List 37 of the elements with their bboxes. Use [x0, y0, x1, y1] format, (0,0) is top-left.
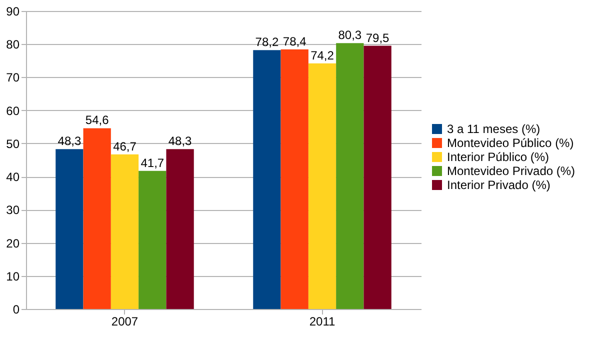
data-label: 74,2: [310, 48, 334, 62]
y-tick-label: 50: [6, 136, 20, 151]
data-label: 41,7: [140, 156, 164, 170]
bar: [308, 63, 336, 309]
y-tick-label: 30: [6, 203, 20, 218]
data-label: 48,3: [168, 134, 192, 148]
legend-label: Montevideo Privado (%): [447, 164, 576, 178]
y-tick-label: 70: [6, 70, 20, 85]
bar: [56, 149, 84, 309]
legend-label: Interior Público (%): [447, 150, 550, 164]
bar: [336, 43, 364, 309]
y-tick-label: 90: [6, 4, 20, 18]
data-label: 48,3: [58, 134, 82, 148]
bar: [138, 170, 166, 309]
data-label: 78,2: [255, 35, 279, 50]
data-label: 78,4: [282, 34, 307, 48]
y-tick-label: 0: [12, 302, 20, 316]
data-label: 54,6: [85, 113, 110, 128]
bar: [83, 128, 111, 309]
bar: [110, 154, 139, 309]
bar: [166, 149, 194, 309]
y-tick-label: 20: [6, 236, 20, 250]
legend-label: Interior Privado (%): [447, 178, 550, 192]
legend-label: Montevideo Público (%): [447, 136, 574, 150]
x-tick-label: 2007: [111, 314, 138, 328]
bar: [253, 50, 281, 309]
y-tick-label: 40: [6, 170, 20, 184]
y-tick-label: 80: [6, 38, 20, 52]
data-label: 46,7: [113, 139, 137, 154]
x-tick-label: 2011: [309, 314, 336, 328]
data-label: 80,3: [338, 28, 362, 42]
y-tick-label: 10: [6, 269, 20, 284]
legend-label: 3 a 11 meses (%): [447, 122, 540, 136]
bar: [280, 49, 308, 309]
data-label: 79,5: [366, 30, 390, 45]
y-tick-label: 60: [6, 104, 20, 118]
bar: [364, 46, 392, 309]
